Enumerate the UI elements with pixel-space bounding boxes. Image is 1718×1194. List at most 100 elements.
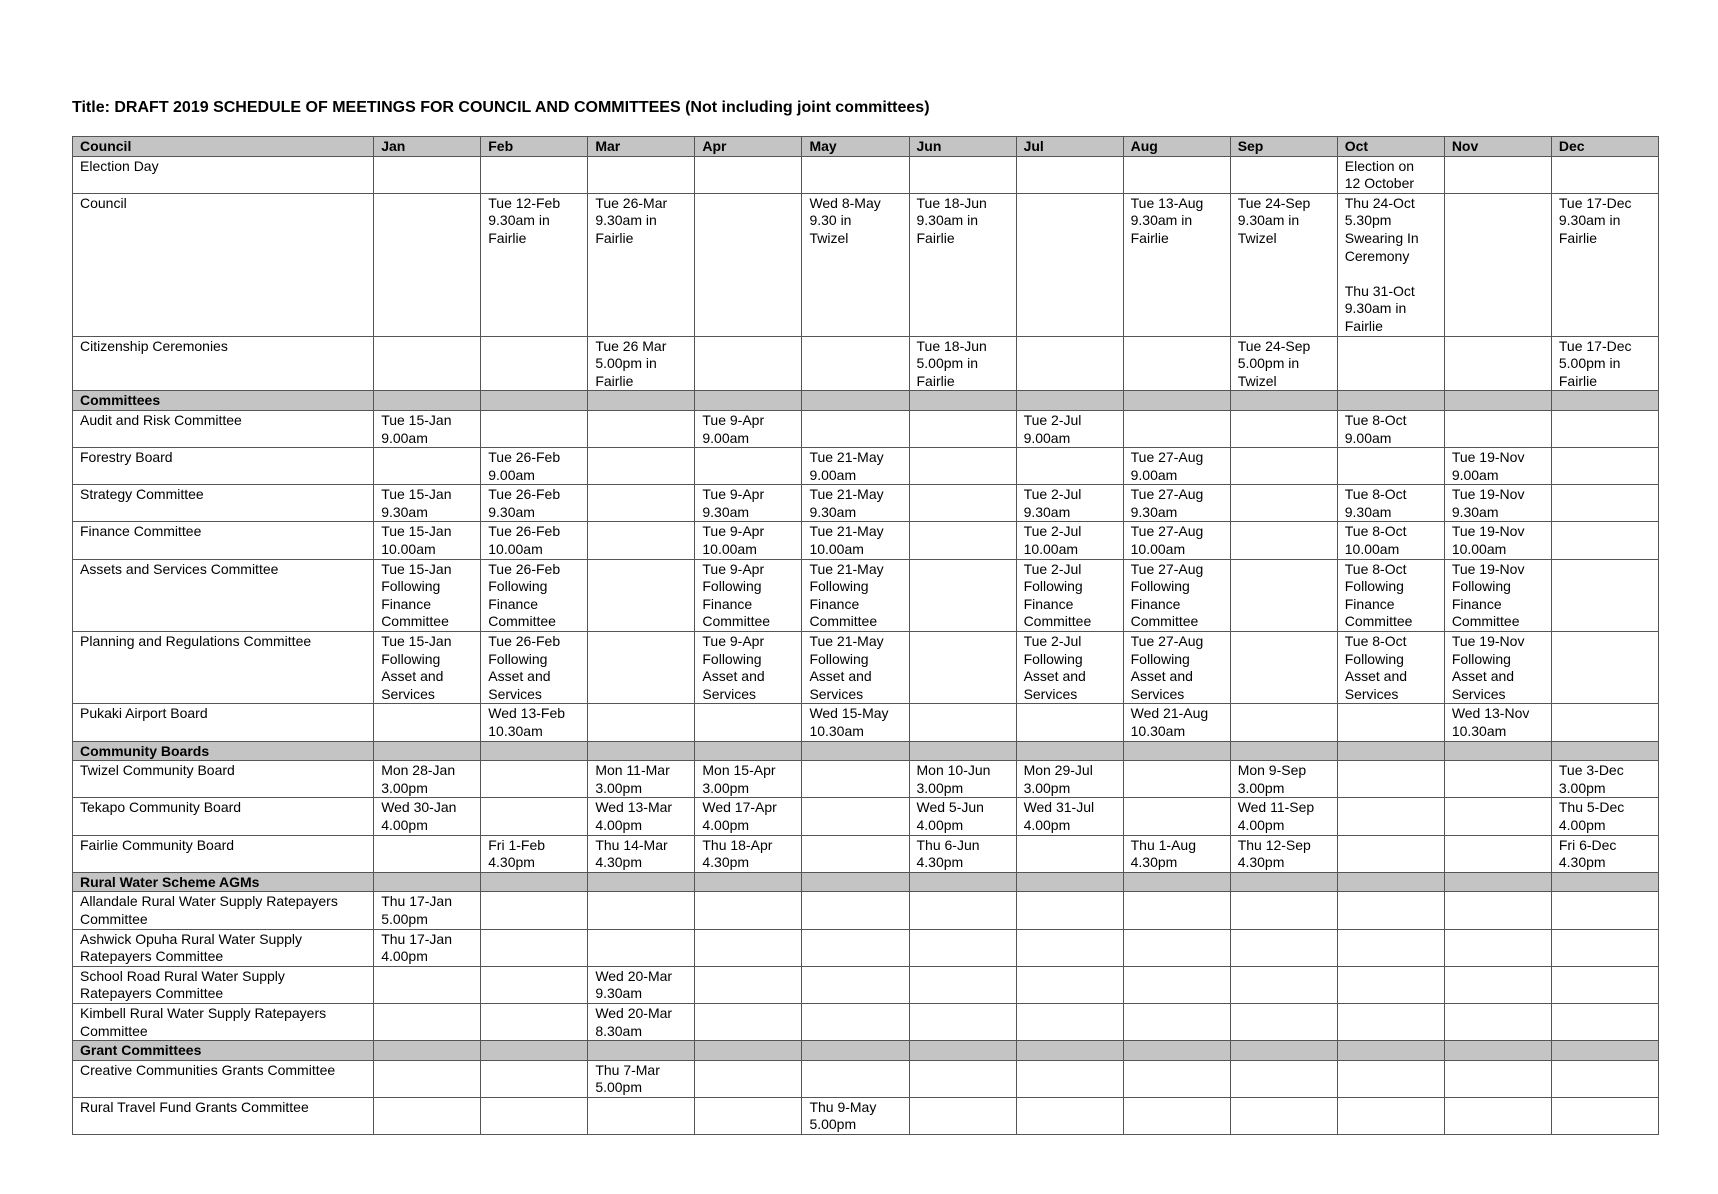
meeting-cell-sep [1229, 484, 1338, 523]
meeting-schedule-table: Council Jan Feb Mar Apr May Jun Jul Aug Sep Oct Nov… [71, 136, 1660, 1136]
section-header-blank-cell [1015, 1040, 1124, 1061]
meeting-cell-jan [373, 335, 482, 392]
section-header-row: Rural Water Scheme AGMs [71, 871, 1660, 893]
meeting-cell-jun [908, 484, 1017, 523]
section-header-blank-cell [908, 740, 1017, 762]
meeting-cell-mar [587, 891, 696, 930]
meeting-cell-jul: Tue 2-Jul 9.00am [1015, 409, 1124, 449]
section-header-row: Grant Committees [71, 1040, 1660, 1061]
meeting-cell-dec [1550, 928, 1660, 967]
section-header-blank-cell [373, 1040, 482, 1061]
row-label: Election Day [71, 155, 375, 194]
meeting-cell-apr [694, 928, 803, 967]
month-header-jan: Jan [373, 136, 482, 157]
meeting-cell-feb [480, 1002, 589, 1042]
meeting-cell-apr: Thu 18-Apr 4.30pm [694, 834, 803, 873]
section-header-blank-cell [1122, 390, 1231, 411]
section-header-blank-cell [694, 1040, 803, 1061]
section-title: Council [71, 136, 375, 157]
meeting-cell-nov [1443, 1059, 1552, 1098]
section-header-blank-cell [1122, 740, 1231, 762]
meeting-cell-jun [908, 1002, 1017, 1042]
meeting-cell-jul [1015, 192, 1124, 337]
meeting-cell-feb [480, 928, 589, 967]
schedule-row: School Road Rural Water Supply Ratepayer… [71, 965, 1660, 1004]
meeting-cell-sep [1229, 631, 1338, 705]
meeting-cell-feb: Tue 26-Feb 9.00am [480, 447, 589, 486]
meeting-cell-sep [1229, 447, 1338, 486]
meeting-cell-oct [1336, 1002, 1445, 1042]
meeting-cell-jul: Tue 2-Jul 10.00am [1015, 521, 1124, 560]
meeting-cell-feb [480, 335, 589, 392]
meeting-cell-feb: Fri 1-Feb 4.30pm [480, 834, 589, 873]
section-header-blank-cell [587, 871, 696, 893]
meeting-cell-nov: Tue 19-Nov 9.30am [1443, 484, 1552, 523]
meeting-cell-nov [1443, 760, 1552, 799]
schedule-row: Fairlie Community Board Fri 1-Feb 4.30pm T… [71, 834, 1660, 873]
meeting-cell-feb [480, 965, 589, 1004]
section-header-blank-cell [373, 871, 482, 893]
meeting-cell-dec [1550, 521, 1660, 560]
meeting-cell-mar [587, 447, 696, 486]
meeting-cell-oct: Tue 8-Oct Following Finance Committee [1336, 558, 1445, 633]
meeting-cell-oct [1336, 1096, 1445, 1136]
meeting-cell-jan: Tue 15-Jan Following Finance Committee [373, 558, 482, 633]
meeting-cell-jan: Mon 28-Jan 3.00pm [373, 760, 482, 799]
meeting-cell-dec [1550, 409, 1660, 449]
meeting-cell-sep [1229, 409, 1338, 449]
meeting-cell-dec [1550, 1059, 1660, 1098]
meeting-cell-nov [1443, 1002, 1552, 1042]
meeting-cell-jun [908, 891, 1017, 930]
meeting-cell-aug [1122, 965, 1231, 1004]
month-header-nov: Nov [1443, 136, 1552, 157]
meeting-cell-nov: Tue 19-Nov 9.00am [1443, 447, 1552, 486]
meeting-cell-may: Tue 21-May Following Asset and Services [801, 631, 910, 705]
meeting-cell-apr [694, 965, 803, 1004]
meeting-cell-mar: Wed 20-Mar 8.30am [587, 1002, 696, 1042]
section-title: Community Boards [71, 740, 375, 762]
meeting-cell-nov: Tue 19-Nov Following Finance Committee [1443, 558, 1552, 633]
meeting-cell-jul: Tue 2-Jul Following Finance Committee [1015, 558, 1124, 633]
schedule-row: Twizel Community Board Mon 28-Jan 3.00pm M… [71, 760, 1660, 799]
meeting-cell-mar [587, 409, 696, 449]
meeting-cell-apr: Wed 17-Apr 4.00pm [694, 797, 803, 836]
meeting-cell-aug [1122, 928, 1231, 967]
meeting-cell-apr: Tue 9-Apr Following Finance Committee [694, 558, 803, 633]
meeting-cell-jul [1015, 891, 1124, 930]
meeting-cell-jul: Tue 2-Jul 9.30am [1015, 484, 1124, 523]
row-label: Assets and Services Committee [71, 558, 375, 633]
section-header-blank-cell [1122, 871, 1231, 893]
schedule-row: Forestry Board Tue 26-Feb 9.00am Tue 21-Ma… [71, 447, 1660, 486]
meeting-cell-dec [1550, 1096, 1660, 1136]
meeting-cell-nov [1443, 335, 1552, 392]
meeting-cell-aug: Tue 13-Aug 9.30am in Fairlie [1122, 192, 1231, 337]
row-label: Planning and Regulations Committee [71, 631, 375, 705]
meeting-cell-dec: Tue 3-Dec 3.00pm [1550, 760, 1660, 799]
meeting-cell-may [801, 155, 910, 194]
meeting-cell-aug: Tue 27-Aug 10.00am [1122, 521, 1231, 560]
meeting-cell-nov [1443, 965, 1552, 1004]
section-header-blank-cell [587, 390, 696, 411]
meeting-cell-sep [1229, 1059, 1338, 1098]
meeting-cell-dec [1550, 558, 1660, 633]
meeting-cell-mar: Thu 14-Mar 4.30pm [587, 834, 696, 873]
meeting-cell-jul [1015, 1096, 1124, 1136]
meeting-cell-sep [1229, 703, 1338, 742]
section-header-blank-cell [1229, 390, 1338, 411]
meeting-cell-mar [587, 521, 696, 560]
month-header-sep: Sep [1229, 136, 1338, 157]
meeting-cell-jul [1015, 928, 1124, 967]
meeting-cell-aug: Tue 27-Aug Following Asset and Services [1122, 631, 1231, 705]
section-header-blank-cell [373, 740, 482, 762]
meeting-cell-jun [908, 155, 1017, 194]
meeting-cell-sep [1229, 558, 1338, 633]
meeting-cell-sep: Tue 24-Sep 9.30am in Twizel [1229, 192, 1338, 337]
meeting-cell-aug [1122, 891, 1231, 930]
section-header-blank-cell [1550, 740, 1660, 762]
section-header-blank-cell [1336, 740, 1445, 762]
meeting-cell-oct [1336, 797, 1445, 836]
meeting-cell-feb: Tue 26-Feb Following Asset and Services [480, 631, 589, 705]
meeting-cell-jul: Tue 2-Jul Following Asset and Services [1015, 631, 1124, 705]
section-title: Committees [71, 390, 375, 411]
meeting-cell-jun: Mon 10-Jun 3.00pm [908, 760, 1017, 799]
